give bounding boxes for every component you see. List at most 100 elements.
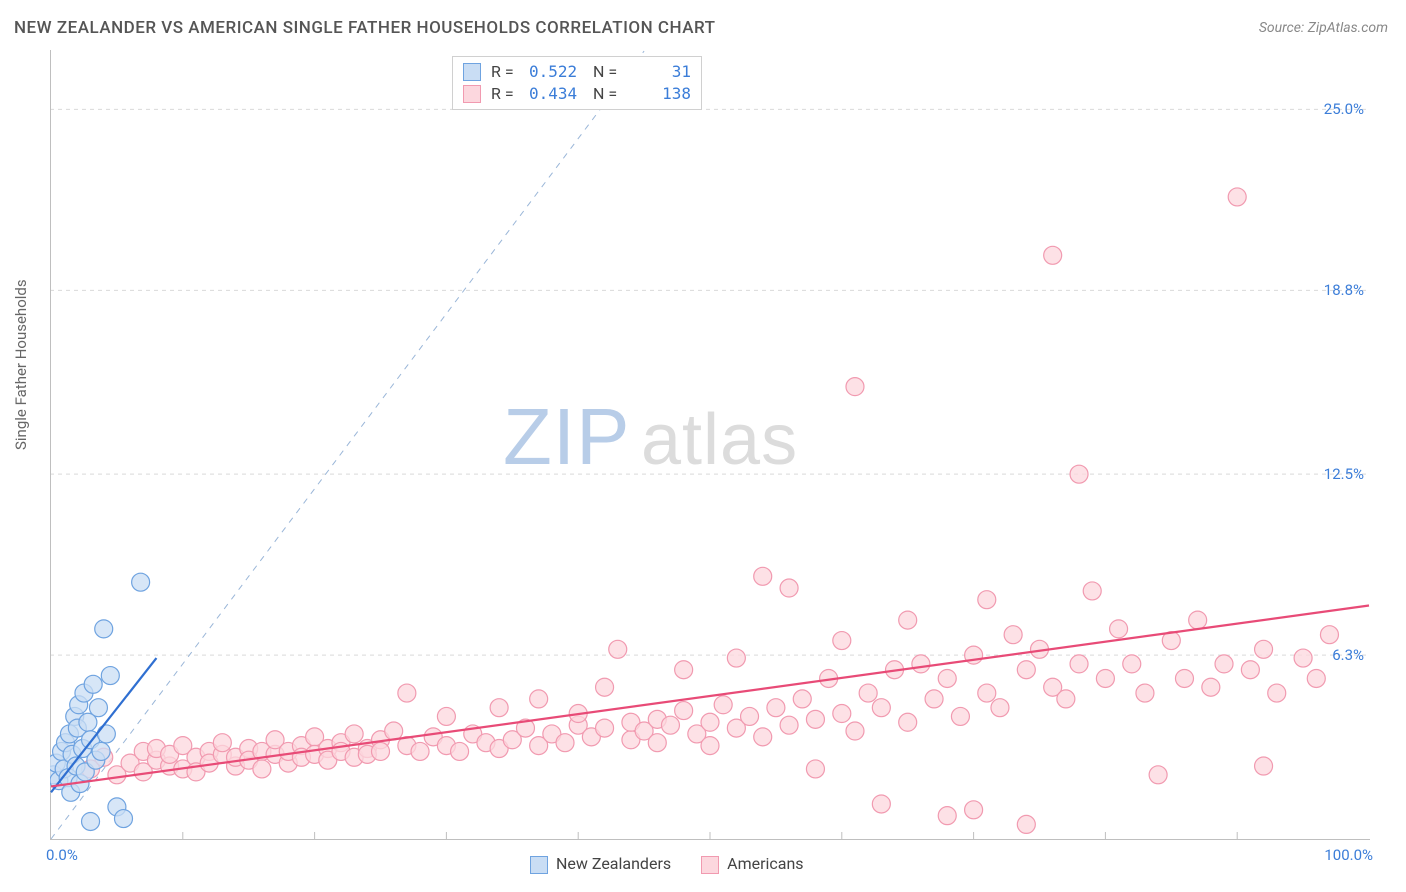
data-point: [1228, 188, 1246, 206]
data-point: [648, 734, 666, 752]
data-point: [991, 699, 1009, 717]
data-point: [556, 734, 574, 752]
data-point: [951, 707, 969, 725]
data-point: [345, 725, 363, 743]
data-point: [701, 737, 719, 755]
scatter-plot: [50, 50, 1370, 840]
data-point: [1136, 684, 1154, 702]
chart-title: NEW ZEALANDER VS AMERICAN SINGLE FATHER …: [14, 18, 716, 38]
data-point: [1057, 690, 1075, 708]
data-point: [793, 690, 811, 708]
legend-row: R =0.522N =31: [463, 61, 691, 83]
data-point: [1307, 669, 1325, 687]
legend-r-label: R =: [491, 61, 525, 83]
data-point: [767, 699, 785, 717]
data-point: [846, 378, 864, 396]
data-point: [101, 667, 119, 685]
data-point: [1017, 661, 1035, 679]
data-point: [84, 675, 102, 693]
data-point: [754, 728, 772, 746]
legend-item: Americans: [701, 854, 803, 874]
data-point: [213, 734, 231, 752]
data-point: [661, 716, 679, 734]
data-point: [899, 611, 917, 629]
data-point: [1268, 684, 1286, 702]
data-point: [1241, 661, 1259, 679]
data-point: [596, 678, 614, 696]
chart-container: NEW ZEALANDER VS AMERICAN SINGLE FATHER …: [0, 0, 1406, 892]
data-point: [675, 702, 693, 720]
data-point: [938, 807, 956, 825]
data-point: [1189, 611, 1207, 629]
legend-swatch: [463, 85, 481, 103]
data-point: [872, 699, 890, 717]
data-point: [727, 649, 745, 667]
data-point: [675, 661, 693, 679]
legend-n-label: N =: [593, 83, 627, 105]
data-point: [1044, 246, 1062, 264]
data-point: [97, 725, 115, 743]
data-point: [1004, 626, 1022, 644]
data-point: [385, 722, 403, 740]
data-point: [1255, 757, 1273, 775]
trend-line: [51, 606, 1369, 787]
y-axis-label: Single Father Households: [12, 279, 30, 450]
data-point: [451, 742, 469, 760]
data-point: [978, 684, 996, 702]
data-point: [89, 699, 107, 717]
data-point: [1110, 620, 1128, 638]
data-point: [411, 742, 429, 760]
data-point: [132, 573, 150, 591]
data-point: [912, 655, 930, 673]
y-tick-label: 25.0%: [1304, 100, 1364, 118]
legend-label: Americans: [727, 854, 803, 873]
data-point: [398, 684, 416, 702]
data-point: [253, 760, 271, 778]
legend-n-value: 31: [631, 61, 691, 83]
x-tick-label: 0.0%: [46, 846, 78, 864]
data-point: [899, 713, 917, 731]
data-point: [490, 699, 508, 717]
data-point: [1070, 655, 1088, 673]
data-point: [372, 742, 390, 760]
correlation-legend: R =0.522N =31R =0.434N =138: [452, 56, 702, 110]
data-point: [754, 567, 772, 585]
source-attribution: Source: ZipAtlas.com: [1259, 20, 1388, 36]
data-point: [92, 742, 110, 760]
legend-swatch: [463, 63, 481, 81]
x-tick-label: 100.0%: [1313, 846, 1373, 864]
data-point: [1017, 815, 1035, 833]
data-point: [1175, 669, 1193, 687]
data-point: [741, 707, 759, 725]
data-point: [833, 705, 851, 723]
data-point: [780, 579, 798, 597]
legend-label: New Zealanders: [556, 854, 671, 873]
series-legend: New Zealanders Americans: [530, 854, 804, 874]
data-point: [872, 795, 890, 813]
data-point: [965, 801, 983, 819]
data-point: [714, 696, 732, 714]
data-point: [1320, 626, 1338, 644]
data-point: [1083, 582, 1101, 600]
legend-row: R =0.434N =138: [463, 83, 691, 105]
data-point: [530, 690, 548, 708]
data-point: [1123, 655, 1141, 673]
legend-r-value: 0.434: [529, 83, 589, 105]
data-point: [859, 684, 877, 702]
data-point: [596, 719, 614, 737]
legend-r-label: R =: [491, 83, 525, 105]
data-point: [938, 669, 956, 687]
data-point: [609, 640, 627, 658]
data-point: [978, 591, 996, 609]
y-tick-label: 6.3%: [1304, 646, 1364, 664]
legend-n-value: 138: [631, 83, 691, 105]
data-point: [833, 632, 851, 650]
legend-r-value: 0.522: [529, 61, 589, 83]
legend-swatch: [701, 856, 719, 874]
y-tick-label: 18.8%: [1304, 281, 1364, 299]
data-point: [701, 713, 719, 731]
legend-item: New Zealanders: [530, 854, 671, 874]
data-point: [806, 760, 824, 778]
data-point: [1255, 640, 1273, 658]
legend-n-label: N =: [593, 61, 627, 83]
